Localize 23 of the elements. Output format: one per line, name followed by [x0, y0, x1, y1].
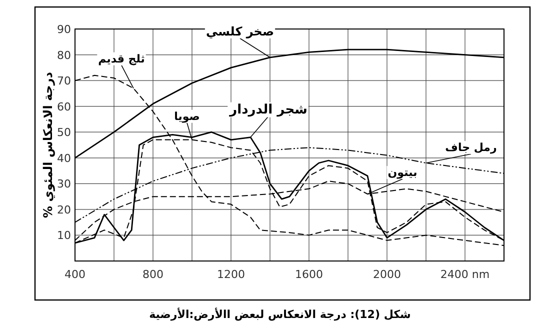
x-tick-label: 400 — [64, 268, 86, 281]
x-tick-label: 1600 — [295, 268, 323, 281]
series-label: رمل جاف — [445, 141, 497, 154]
series-label: صويا — [174, 110, 200, 123]
y-tick-label: 90 — [57, 23, 71, 36]
y-tick-label: 50 — [57, 126, 71, 140]
y-tick-label: 30 — [57, 178, 71, 191]
x-tick-label: 800 — [142, 268, 164, 281]
series-label: صخر كلسي — [206, 24, 274, 38]
text: شكل (12): درجة الانعكاس لبعض االأرض:الأرضية — [149, 307, 411, 321]
x-tick-label: 1200 — [217, 268, 245, 281]
y-tick-label: 60 — [57, 100, 71, 114]
series-label: شجر الدردار — [228, 102, 308, 118]
y-tick-label: 20 — [57, 203, 71, 216]
series-label: بيتون — [388, 166, 418, 179]
series-label: ثلج قديم — [98, 52, 145, 66]
y-tick-label: 70 — [57, 74, 71, 88]
y-tick-label: 40 — [57, 152, 71, 165]
x-tick-label: 2000 — [373, 268, 401, 281]
y-tick-label: 80 — [57, 48, 71, 62]
y-tick-label: 10 — [57, 229, 71, 242]
x-tick-label: 2400 nm — [440, 268, 490, 281]
y-axis-title: درجة الانعكاس المئوي % — [41, 72, 55, 218]
